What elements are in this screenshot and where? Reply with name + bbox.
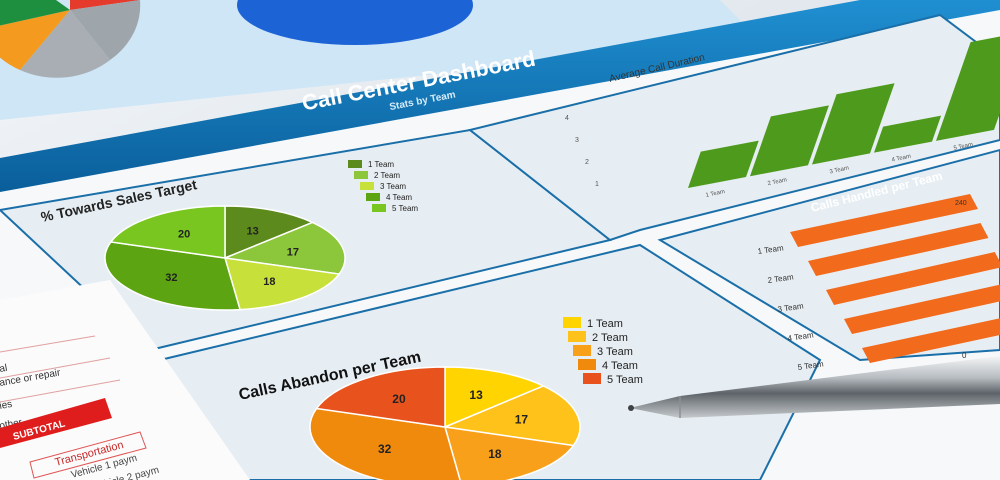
avg-duration-bar [750, 105, 829, 177]
abandon-legend-entry: 5 Team [607, 374, 643, 386]
abandon-legend-entry: 4 Team [602, 360, 638, 372]
sales-target-legend-entry: 2 Team [374, 171, 400, 180]
sales-target-data-label: 18 [263, 276, 275, 288]
header-band [0, 0, 1000, 192]
abandon-legend-entry: 1 Team [587, 318, 623, 330]
sales-target-legend-entry: 5 Team [392, 204, 418, 213]
abandon-legend-swatch [573, 345, 591, 356]
abandon-slice [442, 385, 581, 447]
sales-target-legend-swatch [366, 193, 380, 201]
side-line-3: ies [0, 399, 13, 412]
side-line-1: al [0, 363, 8, 375]
abandon-slice [315, 366, 446, 428]
calls-handled-bar [862, 318, 1000, 363]
sales-target-slice [104, 241, 242, 311]
avg-duration-tick: 1 [595, 181, 599, 188]
abandon-slice [444, 366, 546, 429]
top-blue-pie [237, 0, 473, 45]
sales-target-data-label: 13 [247, 225, 259, 237]
sales-target-legend: 1 Team 2 Team 3 Team 4 Team 5 Team [348, 160, 418, 213]
sales-target-pie: 13 17 18 32 20 [104, 205, 346, 311]
avg-duration-tick: 4 [565, 115, 569, 122]
avg-duration-bar [936, 36, 1000, 141]
calls-handled-category: 2 Team [767, 272, 794, 285]
sales-target-legend-swatch [372, 204, 386, 212]
subtotal-bar [0, 398, 112, 448]
top-sheet [0, 0, 760, 120]
calls-handled-category: 1 Team [757, 243, 784, 256]
abandon-slice [309, 407, 461, 480]
abandon-legend: 1 Team 2 Team 3 Team 4 Team 5 Team [563, 317, 643, 386]
abandon-legend-swatch [568, 331, 586, 342]
top-left-pie [0, 0, 141, 78]
sales-target-legend-entry: 1 Team [368, 160, 394, 169]
abandon-legend-swatch [563, 317, 581, 328]
calls-handled-category: 4 Team [787, 330, 814, 343]
abandon-legend-swatch [583, 373, 601, 384]
avg-duration-category: 2 Team [767, 177, 787, 187]
calls-handled-bar [844, 284, 1000, 334]
sales-target-slice [109, 205, 226, 259]
abandon-pie: 13 17 18 32 20 [309, 366, 581, 480]
sales-target-legend-entry: 3 Team [380, 182, 406, 191]
sales-target-legend-swatch [360, 182, 374, 190]
sales-target-legend-swatch [354, 171, 368, 179]
avg-duration-chart: 1 2 3 4 1 Team 2 Team 3 Team 4 Team 5 Team [565, 36, 1000, 199]
avg-duration-category: 1 Team [705, 189, 725, 199]
calls-handled-category: 5 Team [797, 359, 824, 372]
abandon-data-label: 17 [515, 412, 529, 426]
pen [628, 356, 1000, 418]
sales-target-slice [223, 257, 341, 311]
avg-duration-bar [688, 140, 759, 188]
sales-target-data-label: 32 [165, 272, 177, 284]
abandon-slice [443, 426, 575, 480]
abandon-data-label: 13 [469, 388, 483, 402]
avg-duration-category: 4 Team [891, 154, 911, 164]
sales-target-legend-entry: 4 Team [386, 193, 412, 202]
avg-duration-tick: 2 [585, 159, 589, 166]
calls-handled-axis-zero: 0 [962, 351, 967, 360]
calls-handled-bar [826, 252, 1000, 305]
sales-target-slice [222, 221, 346, 275]
abandon-legend-swatch [578, 359, 596, 370]
panel-avg-duration [467, 13, 1000, 242]
calls-handled-bar [790, 194, 978, 247]
abandon-legend-entry: 3 Team [597, 346, 633, 358]
avg-duration-category: 5 Team [953, 142, 973, 152]
calls-handled-bar [808, 223, 989, 276]
sales-target-data-label: 20 [178, 229, 190, 241]
avg-duration-bar [874, 115, 942, 153]
abandon-legend-entry: 2 Team [592, 332, 628, 344]
avg-duration-bar [812, 83, 895, 165]
avg-duration-category: 3 Team [829, 165, 849, 175]
abandon-data-label: 20 [392, 392, 406, 406]
avg-duration-tick: 3 [575, 137, 579, 144]
sales-target-slice [224, 205, 315, 260]
calls-handled-top-label: 240 [955, 200, 967, 207]
calls-handled-chart: 1 Team 2 Team 3 Team 4 Team 5 Team 240 0 [757, 194, 1000, 372]
sales-target-data-label: 17 [287, 246, 299, 258]
abandon-data-label: 18 [488, 447, 502, 461]
sales-target-legend-swatch [348, 160, 362, 168]
abandon-data-label: 32 [378, 442, 392, 456]
calls-handled-category: 3 Team [777, 301, 804, 314]
